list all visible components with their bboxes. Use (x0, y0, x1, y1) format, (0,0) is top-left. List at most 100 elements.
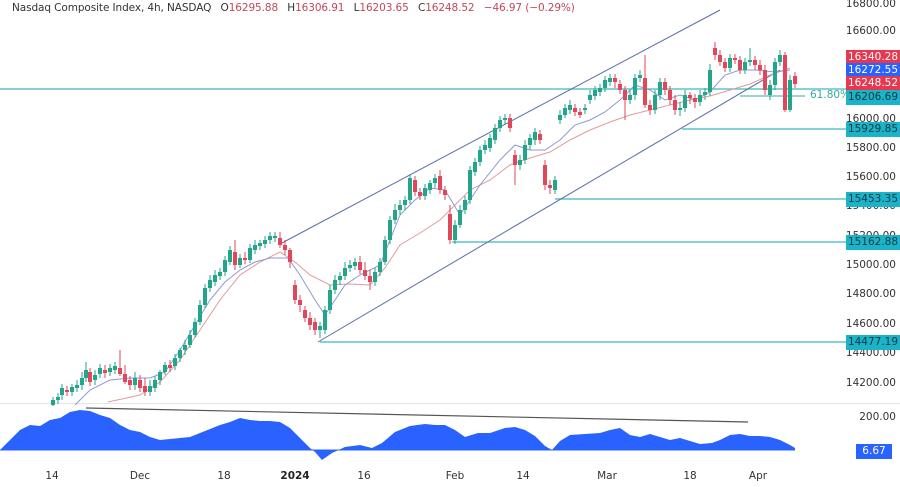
candle (638, 75, 642, 78)
candle (253, 245, 257, 250)
price-tag-level-3: 15162.88 (846, 235, 900, 250)
candle (238, 258, 242, 265)
candle (623, 90, 627, 100)
candle (353, 262, 357, 266)
candle (70, 387, 74, 392)
candle (128, 380, 132, 385)
candle (558, 115, 562, 120)
candle (778, 55, 782, 62)
candle (618, 84, 622, 90)
candle (118, 368, 122, 374)
candle (163, 365, 167, 372)
price-tag-level-4: 14477.19 (846, 335, 900, 350)
candle (668, 90, 672, 100)
candle (588, 95, 592, 100)
candle (568, 105, 572, 110)
candle (488, 138, 492, 148)
candle (243, 258, 247, 260)
candle (718, 55, 722, 62)
symbol-title: Nasdaq Composite Index, 4h, NASDAQ (12, 2, 212, 14)
candle (293, 285, 297, 300)
change-value: −46.97 (−0.29%) (483, 2, 575, 14)
candle (98, 368, 102, 374)
candle (678, 108, 682, 110)
candle (518, 160, 522, 165)
candle (298, 300, 302, 305)
candle (158, 372, 162, 380)
low-value: 16203.65 (359, 2, 409, 14)
candle (723, 62, 727, 68)
price-tag-ma: 16272.55 (846, 63, 900, 78)
candle (603, 80, 607, 88)
candle (60, 388, 64, 395)
candle (748, 60, 752, 62)
candle (338, 276, 342, 280)
candle (133, 378, 137, 385)
candle (683, 95, 687, 108)
candle (533, 132, 537, 140)
fib-label: 61.80% (810, 89, 851, 101)
candle (458, 210, 462, 225)
candle (263, 240, 267, 244)
candle (268, 236, 272, 240)
candle (408, 178, 412, 200)
candle (728, 58, 732, 68)
candle (228, 250, 232, 262)
candle (538, 134, 542, 140)
candle (213, 275, 217, 282)
price-tag-level-1: 15929.85 (846, 122, 900, 137)
candle (418, 192, 422, 196)
candle (598, 88, 602, 92)
candle (633, 78, 637, 95)
candle (548, 185, 552, 188)
candle (523, 145, 527, 160)
candle (768, 85, 772, 95)
candle (198, 305, 202, 322)
candle (543, 165, 547, 185)
candle (708, 70, 712, 92)
candle (693, 98, 697, 102)
candle (468, 170, 472, 200)
candle (583, 108, 587, 110)
candle (283, 245, 287, 250)
candle (383, 240, 387, 262)
candle (713, 48, 717, 55)
candle (203, 288, 207, 305)
candle (643, 78, 647, 105)
candle (51, 400, 55, 405)
candle (428, 183, 432, 190)
candle (323, 310, 327, 330)
candle (573, 108, 577, 112)
candle (368, 276, 372, 282)
price-tag-level-2: 15453.35 (846, 192, 900, 207)
candle (84, 370, 88, 378)
candle (93, 375, 97, 380)
candle (673, 100, 677, 110)
candle (303, 310, 307, 318)
candle (288, 250, 292, 262)
candle (788, 80, 792, 110)
support-levels (0, 88, 846, 343)
candle (503, 118, 507, 120)
candle (753, 60, 757, 65)
candle (743, 62, 747, 70)
candle (173, 358, 177, 366)
price-tag-fib: 16206.69 (846, 90, 900, 105)
candle (508, 118, 512, 128)
candle (223, 260, 227, 272)
indicator-area (0, 410, 795, 460)
high-value: 16306.91 (295, 2, 345, 14)
candle (278, 238, 282, 245)
candle (328, 290, 332, 310)
candle (193, 322, 197, 335)
fast-ma (74, 69, 791, 406)
candle (613, 78, 617, 82)
candle (553, 180, 557, 190)
candle (233, 252, 237, 265)
candle (65, 390, 69, 392)
candle (108, 368, 112, 372)
candle (438, 176, 442, 190)
candle (56, 397, 60, 400)
indicator-value-tag: 6.67 (856, 444, 892, 459)
